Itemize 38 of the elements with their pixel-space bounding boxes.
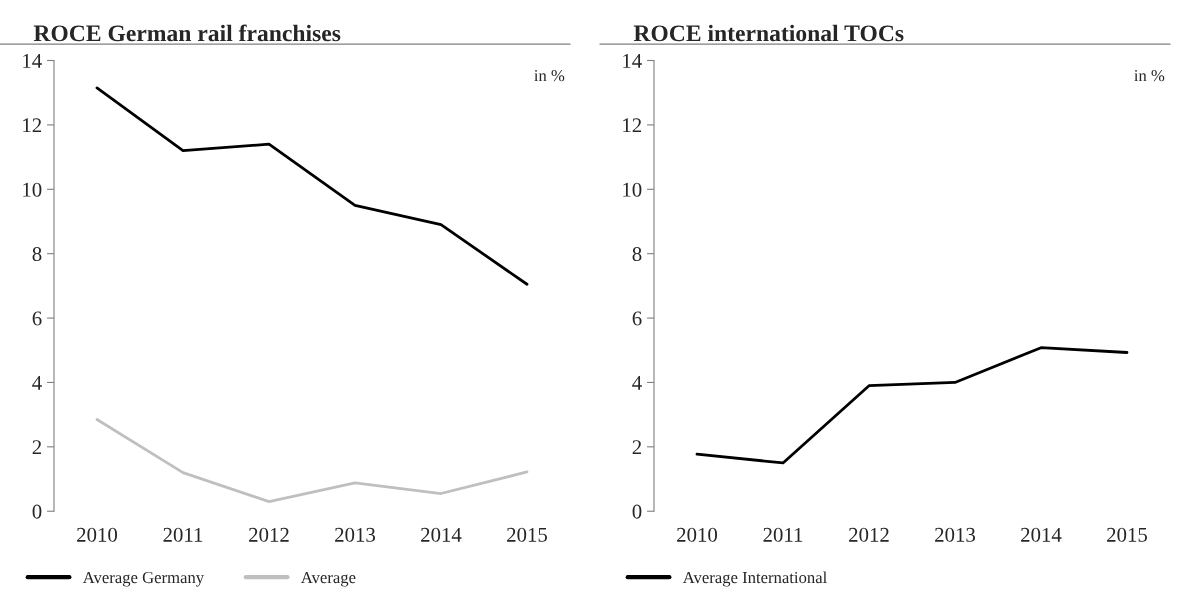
y-tick-label: 10	[623, 182, 642, 197]
y-tick-label: 6	[632, 311, 642, 326]
y-tick-label: 8	[632, 247, 642, 262]
x-tick-label: 2014	[421, 527, 462, 542]
chart-title: ROCE international TOCs	[633, 24, 904, 42]
x-tick-label: 2011	[763, 527, 803, 542]
y-tick-label: 6	[32, 311, 42, 326]
x-tick-label: 2012	[249, 527, 289, 542]
x-tick-label: 2011	[163, 527, 203, 542]
x-tick-label: 2013	[335, 527, 376, 542]
legend-label: Average International	[682, 571, 827, 587]
x-tick-label: 2010	[677, 527, 718, 542]
x-tick-label: 2015	[507, 527, 548, 542]
x-tick-label: 2014	[1021, 527, 1062, 542]
y-tick-label: 2	[632, 440, 642, 455]
annotation: in %	[1134, 70, 1165, 82]
x-tick-label: 2010	[77, 527, 118, 542]
line-series	[695, 346, 1129, 465]
y-tick-label: 4	[632, 375, 642, 390]
y-tick-label: 4	[32, 375, 42, 390]
y-tick-label: 0	[32, 504, 42, 519]
y-tick-label: 12	[23, 118, 42, 133]
x-tick-label: 2012	[849, 527, 889, 542]
y-tick-label: 14	[23, 53, 42, 68]
legend-label: Average Germany	[82, 571, 205, 587]
chart-title: ROCE German rail franchises	[33, 24, 341, 42]
y-tick-label: 10	[23, 182, 42, 197]
legend-label: Average	[300, 571, 356, 587]
x-tick-label: 2015	[1107, 527, 1148, 542]
y-tick-label: 14	[623, 53, 642, 68]
y-tick-label: 12	[623, 118, 642, 133]
line-series	[95, 418, 529, 503]
y-tick-label: 2	[32, 440, 42, 455]
y-tick-label: 8	[32, 247, 42, 262]
annotation: in %	[534, 70, 565, 82]
line-series	[95, 86, 529, 286]
y-tick-label: 0	[632, 504, 642, 519]
x-tick-label: 2013	[935, 527, 976, 542]
